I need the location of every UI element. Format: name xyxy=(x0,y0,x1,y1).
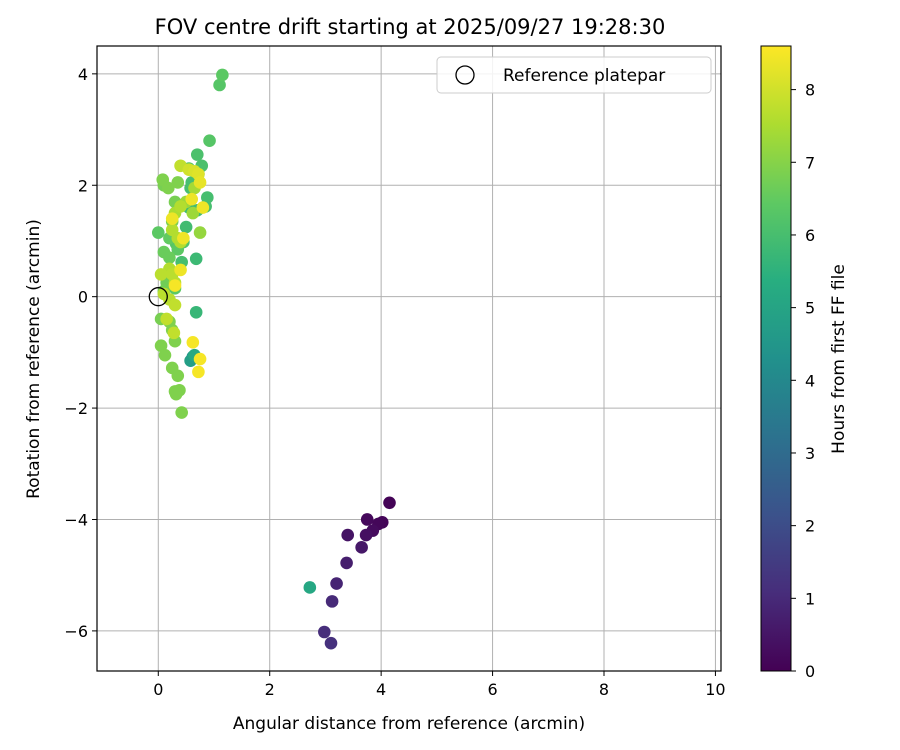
data-point xyxy=(359,528,373,542)
data-point xyxy=(154,268,168,281)
data-point xyxy=(171,369,185,383)
data-point xyxy=(325,595,339,608)
colorbar-tick-label: 8 xyxy=(805,81,815,100)
x-tick-label: 8 xyxy=(599,680,609,699)
data-point xyxy=(179,220,193,234)
data-point xyxy=(174,263,187,277)
legend-marker-reference xyxy=(455,65,475,85)
axes: 0 2 4 6 8 10 −6 −4 −2 0 2 4 xyxy=(64,45,726,699)
plot-frame xyxy=(96,45,722,672)
colorbar-tick-label: 7 xyxy=(805,153,815,172)
data-point xyxy=(193,352,207,366)
data-point xyxy=(193,176,207,189)
colorbar-tick-label: 6 xyxy=(805,226,815,245)
data-point xyxy=(213,78,226,92)
data-point xyxy=(190,148,204,161)
data-point xyxy=(203,134,216,147)
colorbar-tick-label: 4 xyxy=(805,371,815,390)
data-point xyxy=(340,556,353,570)
data-point xyxy=(303,581,317,594)
legend-label-reference: Reference platepar xyxy=(503,66,665,86)
data-point xyxy=(160,312,173,326)
data-point xyxy=(165,212,179,225)
colorbar-tick-label: 5 xyxy=(805,299,815,318)
data-point xyxy=(216,68,229,82)
data-point xyxy=(383,496,396,510)
data-point xyxy=(163,251,176,264)
data-point xyxy=(360,513,374,526)
data-point xyxy=(151,226,165,239)
y-tick-label: −2 xyxy=(64,399,88,418)
x-tick-label: 2 xyxy=(265,680,275,699)
y-tick-label: 2 xyxy=(78,176,88,195)
legend: Reference platepar xyxy=(436,56,712,94)
colorbar-label: Hours from first FF file xyxy=(829,264,849,454)
data-point xyxy=(174,200,187,213)
data-point xyxy=(201,191,214,204)
colorbar-tick-label: 3 xyxy=(805,444,815,463)
colorbar: 0 1 2 3 4 5 6 7 8 Hours from first FF file xyxy=(760,45,849,681)
colorbar-tick-label: 2 xyxy=(805,517,815,536)
data-points xyxy=(148,68,396,650)
data-point xyxy=(193,226,207,239)
data-point xyxy=(330,577,343,590)
x-axis-label: Angular distance from reference (arcmin) xyxy=(233,714,585,734)
data-point xyxy=(189,252,203,266)
data-point xyxy=(168,279,182,292)
data-point xyxy=(186,336,200,349)
data-point xyxy=(189,305,203,319)
data-point xyxy=(185,192,199,206)
colorbar-tick-label: 1 xyxy=(805,589,815,608)
chart-title: FOV centre drift starting at 2025/09/27 … xyxy=(155,15,666,39)
y-axis-label: Rotation from reference (arcmin) xyxy=(24,219,44,499)
data-point xyxy=(186,206,200,220)
x-tick-label: 4 xyxy=(376,680,386,699)
data-point xyxy=(168,298,182,312)
data-point xyxy=(169,387,183,401)
data-point xyxy=(318,625,331,639)
data-point xyxy=(341,528,355,542)
reference-platepar-marker xyxy=(148,287,168,307)
data-point xyxy=(196,201,210,214)
colorbar-gradient xyxy=(760,45,792,672)
data-point xyxy=(192,365,205,379)
y-tick-label: 0 xyxy=(78,288,88,307)
data-point xyxy=(171,176,185,189)
data-point xyxy=(175,406,188,419)
y-tick-label: −6 xyxy=(64,622,88,641)
x-tick-label: 0 xyxy=(153,680,163,699)
colorbar-ticks: 0 1 2 3 4 5 6 7 8 xyxy=(791,81,815,681)
data-point xyxy=(162,181,175,195)
data-point xyxy=(158,348,172,362)
data-point xyxy=(154,339,168,352)
data-point xyxy=(324,636,338,650)
x-tick-label: 10 xyxy=(705,680,725,699)
y-tick-label: −4 xyxy=(64,510,88,529)
x-tick-label: 6 xyxy=(487,680,497,699)
data-point xyxy=(355,541,368,554)
colorbar-tick-label: 0 xyxy=(805,662,815,681)
y-tick-label: 4 xyxy=(78,65,88,84)
data-point xyxy=(177,231,190,245)
data-point xyxy=(167,326,181,340)
legend-frame xyxy=(436,56,712,94)
